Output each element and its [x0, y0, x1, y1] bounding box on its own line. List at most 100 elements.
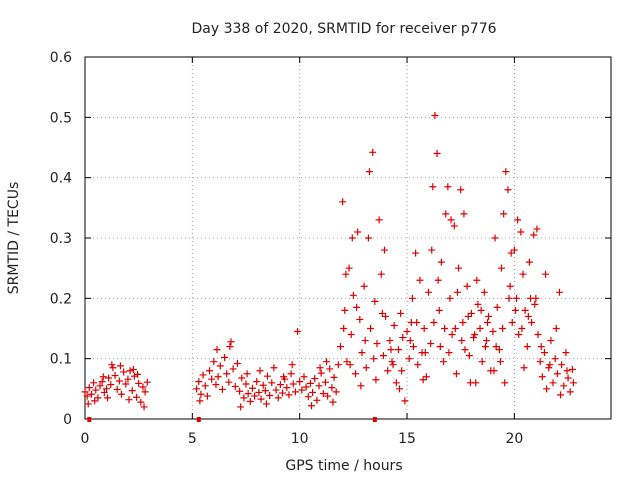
data-point	[435, 306, 443, 314]
data-point	[308, 402, 316, 410]
data-point	[289, 380, 297, 388]
data-point	[477, 306, 485, 314]
data-point	[495, 346, 503, 354]
data-point	[568, 366, 576, 374]
data-point	[569, 379, 577, 387]
x-tick-label: 5	[188, 431, 197, 447]
data-point	[546, 361, 554, 369]
data-point	[291, 388, 299, 396]
zero-marker	[372, 417, 377, 422]
data-point	[349, 291, 357, 299]
data-point	[431, 112, 439, 120]
data-point	[446, 294, 454, 302]
data-point	[464, 312, 472, 320]
y-tick-label: 0.5	[50, 110, 72, 126]
data-point	[421, 349, 429, 357]
data-point	[387, 346, 395, 354]
data-point	[399, 334, 407, 342]
zero-markers	[87, 417, 377, 422]
data-point	[96, 382, 104, 390]
data-point	[519, 270, 527, 278]
data-point	[557, 391, 565, 399]
data-point	[367, 325, 375, 332]
data-point	[425, 288, 433, 296]
x-tick-label: 10	[291, 431, 309, 447]
data-point	[343, 358, 351, 366]
data-point	[450, 222, 458, 230]
data-point	[231, 382, 239, 390]
data-point	[518, 325, 526, 332]
data-point	[212, 381, 220, 389]
data-point	[508, 318, 516, 326]
data-point	[428, 246, 436, 254]
data-point	[102, 385, 110, 393]
data-point	[478, 358, 486, 366]
data-point	[470, 334, 478, 342]
data-point	[457, 186, 465, 194]
data-point	[436, 343, 444, 351]
data-point	[414, 361, 422, 369]
data-point	[506, 282, 514, 290]
data-point	[564, 374, 572, 382]
data-point	[369, 148, 377, 156]
data-point	[109, 364, 117, 372]
data-point	[313, 396, 321, 404]
data-point	[493, 303, 501, 311]
data-point	[354, 228, 362, 236]
data-point	[474, 300, 482, 308]
data-point	[233, 359, 241, 367]
data-point	[128, 387, 136, 395]
x-tick-label: 0	[81, 431, 90, 447]
data-point	[458, 337, 466, 345]
data-point	[98, 378, 106, 386]
y-tick-label: 0.4	[50, 171, 72, 187]
data-point	[405, 355, 413, 363]
data-point	[108, 361, 116, 369]
data-point	[545, 364, 553, 372]
data-point	[552, 325, 560, 332]
data-point	[485, 312, 493, 320]
data-point	[137, 398, 145, 406]
data-point	[372, 376, 380, 384]
data-point	[379, 352, 387, 360]
data-point	[288, 361, 296, 369]
data-point	[377, 270, 385, 278]
data-point	[460, 210, 468, 218]
data-point	[244, 390, 252, 398]
data-point	[90, 379, 98, 387]
data-point	[125, 396, 133, 404]
data-point	[451, 325, 459, 332]
data-point	[99, 373, 107, 381]
data-point	[353, 303, 361, 311]
data-point	[452, 370, 460, 378]
data-point	[135, 379, 143, 387]
data-point	[361, 337, 369, 345]
x-axis-label: GPS time / hours	[285, 458, 402, 474]
data-point	[523, 343, 531, 351]
data-point	[382, 312, 390, 320]
data-point	[334, 361, 342, 369]
data-point	[323, 358, 331, 366]
data-point	[285, 391, 293, 399]
data-point	[92, 386, 100, 394]
data-point	[413, 318, 421, 326]
data-point	[531, 300, 539, 308]
data-point	[482, 337, 490, 345]
data-point	[140, 403, 148, 411]
data-point	[246, 398, 254, 406]
y-tick-label: 0.6	[50, 50, 72, 66]
data-point	[398, 367, 406, 375]
data-point	[540, 349, 548, 357]
data-point	[416, 276, 424, 284]
data-point	[504, 186, 512, 194]
data-point	[461, 346, 469, 354]
data-point	[491, 234, 499, 242]
chart-title: Day 338 of 2020, SRMTID for receiver p77…	[191, 21, 496, 37]
data-point	[370, 355, 378, 363]
data-point	[408, 294, 416, 302]
data-point	[85, 384, 93, 392]
data-point	[448, 331, 456, 339]
data-point	[420, 325, 428, 332]
data-point	[84, 400, 92, 408]
